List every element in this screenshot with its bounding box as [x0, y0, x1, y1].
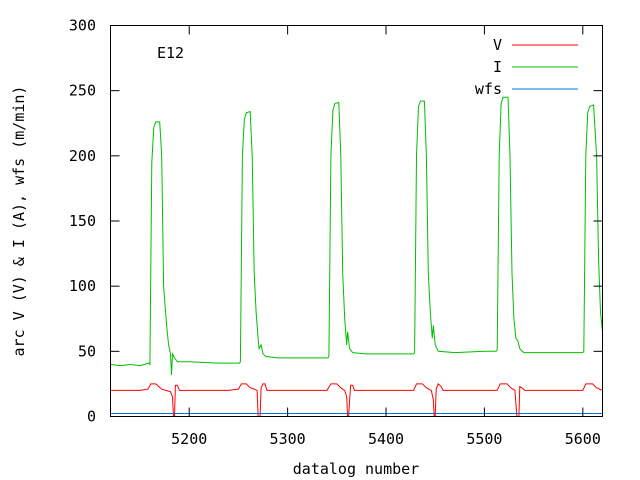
x-tick-label: 5500 [466, 430, 502, 448]
y-tick-label: 250 [69, 82, 96, 100]
series-line-V [110, 383, 603, 417]
x-tick-label: 5200 [171, 430, 207, 448]
annotation-label: E12 [157, 44, 184, 62]
legend-label: I [493, 58, 502, 76]
plot-frame [110, 25, 603, 417]
series-layer [110, 96, 603, 417]
y-tick-label: 300 [69, 17, 96, 35]
x-tick-label: 5600 [565, 430, 601, 448]
legend-label: V [493, 36, 502, 54]
x-axis-label: datalog number [293, 460, 419, 478]
y-tick-label: 50 [78, 342, 96, 360]
y-axis-label: arc V (V) & I (A), wfs (m/min) [10, 86, 28, 357]
y-tick-label: 200 [69, 147, 96, 165]
x-tick-label: 5400 [368, 430, 404, 448]
y-tick-label: 100 [69, 277, 96, 295]
series-line-I [110, 96, 603, 375]
legend-label: wfs [475, 80, 502, 98]
y-tick-label: 150 [69, 212, 96, 230]
ticks: 5200 5300 5400 5500 5600 0 50 100 150 200 250 300 [69, 17, 603, 448]
x-tick-label: 5300 [270, 430, 306, 448]
y-tick-label: 0 [87, 408, 96, 426]
